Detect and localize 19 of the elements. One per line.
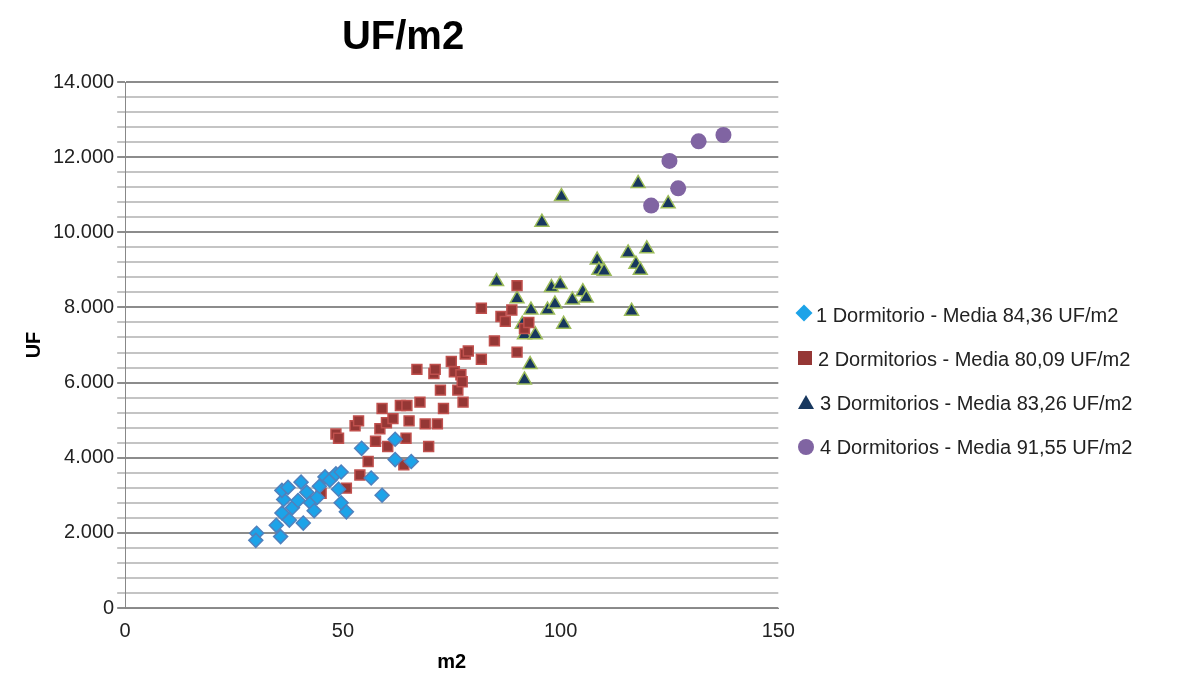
y-tick-label: 14.000 [53,69,115,92]
legend-label: 4 Dormitorios - Media 91,55 UF/m2 [820,435,1133,460]
y-tick-label: 12.000 [53,144,115,167]
legend-label: 3 Dormitorios - Media 83,26 UF/m2 [820,391,1133,416]
chart-title: UF/m2 [341,13,465,58]
legend-label: 2 Dormitorios - Media 80,09 UF/m2 [818,347,1131,372]
x-axis-title: m2 [437,649,467,672]
x-tick-label: 50 [331,618,355,641]
y-tick-label: 0 [103,595,115,618]
y-tick-label: 4.000 [64,445,115,468]
y-tick-label: 2.000 [64,520,115,543]
x-tick-label: 0 [119,618,131,641]
x-tick-label: 100 [543,618,578,641]
legend-label: 1 Dormitorio - Media 84,36 UF/m2 [816,303,1119,328]
y-tick-label: 6.000 [64,370,115,393]
y-tick-label: 10.000 [53,219,115,242]
y-tick-label: 8.000 [64,294,115,317]
x-tick-label: 150 [761,618,795,641]
y-axis-title: UF [21,331,44,359]
